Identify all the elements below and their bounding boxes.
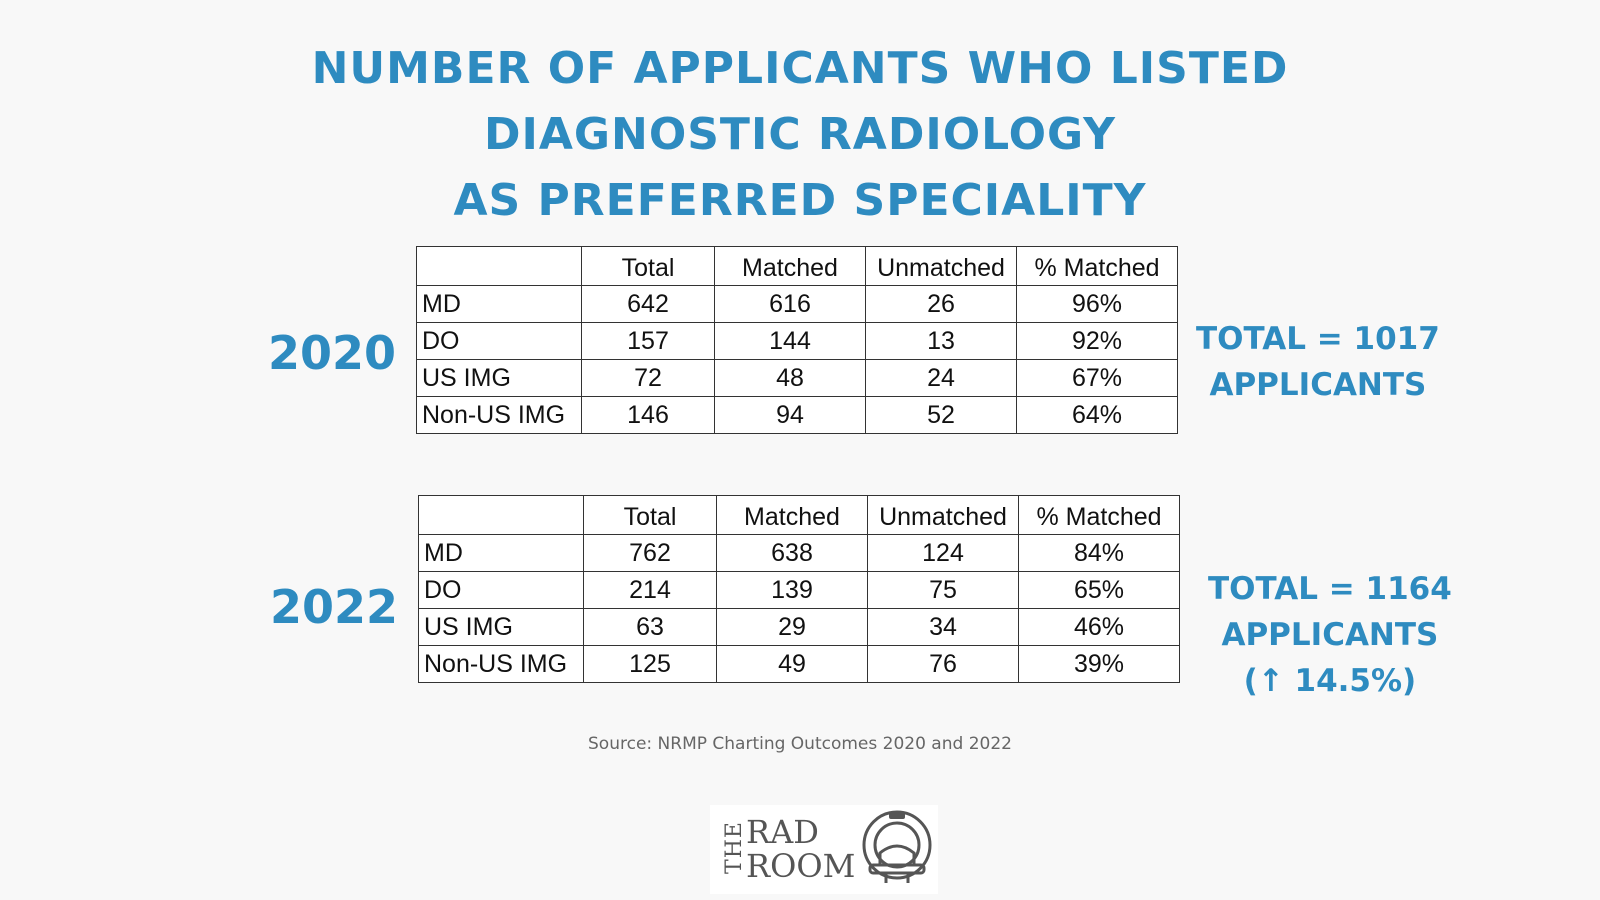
header-cell-total: Total [581,246,715,286]
header-cell-corner [418,495,584,535]
cell-unmatched: 75 [867,571,1019,609]
cell-total: 146 [581,396,715,434]
cell-row-label: MD [416,285,582,323]
cell-pct-matched: 96% [1016,285,1178,323]
table-header-row: Total Matched Unmatched % Matched [416,246,1178,286]
cell-pct-matched: 46% [1018,608,1180,646]
table-row: MD 762 638 124 84% [418,534,1180,572]
cell-matched: 94 [714,396,866,434]
header-cell-corner [416,246,582,286]
total-2020: TOTAL = 1017 APPLICANTS [1196,316,1440,408]
header-cell-pct-matched: % Matched [1018,495,1180,535]
year-label-2020: 2020 [268,326,397,380]
total-2020-line-2: APPLICANTS [1209,367,1427,403]
cell-row-label: US IMG [418,608,584,646]
cell-matched: 638 [716,534,868,572]
cell-row-label: Non-US IMG [416,396,582,434]
source-note: Source: NRMP Charting Outcomes 2020 and … [588,734,1012,754]
cell-matched: 144 [714,322,866,360]
cell-matched: 49 [716,645,868,683]
table-row: MD 642 616 26 96% [416,285,1178,323]
total-2022-line-1: TOTAL = 1164 [1208,571,1452,607]
cell-total: 214 [583,571,717,609]
cell-row-label: US IMG [416,359,582,397]
cell-pct-matched: 92% [1016,322,1178,360]
cell-matched: 139 [716,571,868,609]
cell-total: 63 [583,608,717,646]
cell-unmatched: 26 [865,285,1017,323]
cell-total: 157 [581,322,715,360]
year-label-2022: 2022 [270,580,399,634]
cell-total: 72 [581,359,715,397]
logo-the: THE [721,821,747,874]
mri-scanner-icon [862,810,932,883]
table-row: Non-US IMG 146 94 52 64% [416,396,1178,434]
cell-pct-matched: 65% [1018,571,1180,609]
cell-unmatched: 124 [867,534,1019,572]
logo-word-room: ROOM [746,847,856,885]
table-2022: Total Matched Unmatched % Matched MD 762 6… [418,495,1180,683]
cell-pct-matched: 64% [1016,396,1178,434]
title-line-2: DIAGNOSTIC RADIOLOGY [483,109,1117,160]
cell-matched: 616 [714,285,866,323]
cell-row-label: DO [416,322,582,360]
header-cell-unmatched: Unmatched [867,495,1019,535]
cell-unmatched: 34 [867,608,1019,646]
header-cell-unmatched: Unmatched [865,246,1017,286]
cell-pct-matched: 67% [1016,359,1178,397]
total-2022: TOTAL = 1164 APPLICANTS (↑ 14.5%) [1208,566,1452,704]
cell-row-label: MD [418,534,584,572]
header-cell-total: Total [583,495,717,535]
cell-row-label: Non-US IMG [418,645,584,683]
cell-unmatched: 24 [865,359,1017,397]
cell-pct-matched: 39% [1018,645,1180,683]
header-cell-matched: Matched [714,246,866,286]
rad-room-logo: THE RAD ROOM [710,805,938,894]
logo-word-rad: RAD [746,813,819,851]
total-2022-line-2: APPLICANTS [1221,617,1439,653]
table-row: US IMG 63 29 34 46% [418,608,1180,646]
cell-pct-matched: 84% [1018,534,1180,572]
cell-unmatched: 13 [865,322,1017,360]
table-header-row: Total Matched Unmatched % Matched [418,495,1180,535]
cell-matched: 29 [716,608,868,646]
cell-unmatched: 76 [867,645,1019,683]
cell-total: 125 [583,645,717,683]
cell-total: 642 [581,285,715,323]
title-line-1: NUMBER OF APPLICANTS WHO LISTED [311,43,1289,94]
table-row: DO 214 139 75 65% [418,571,1180,609]
table-row: DO 157 144 13 92% [416,322,1178,360]
table-row: US IMG 72 48 24 67% [416,359,1178,397]
cell-matched: 48 [714,359,866,397]
cell-unmatched: 52 [865,396,1017,434]
cell-row-label: DO [418,571,584,609]
header-cell-matched: Matched [716,495,868,535]
page-title: NUMBER OF APPLICANTS WHO LISTED DIAGNOST… [0,36,1600,234]
total-2022-line-3: (↑ 14.5%) [1243,663,1417,699]
header-cell-pct-matched: % Matched [1016,246,1178,286]
total-2020-line-1: TOTAL = 1017 [1196,321,1440,357]
table-2020: Total Matched Unmatched % Matched MD 642 6… [416,246,1178,434]
title-line-3: AS PREFERRED SPECIALITY [453,175,1147,226]
cell-total: 762 [583,534,717,572]
table-row: Non-US IMG 125 49 76 39% [418,645,1180,683]
